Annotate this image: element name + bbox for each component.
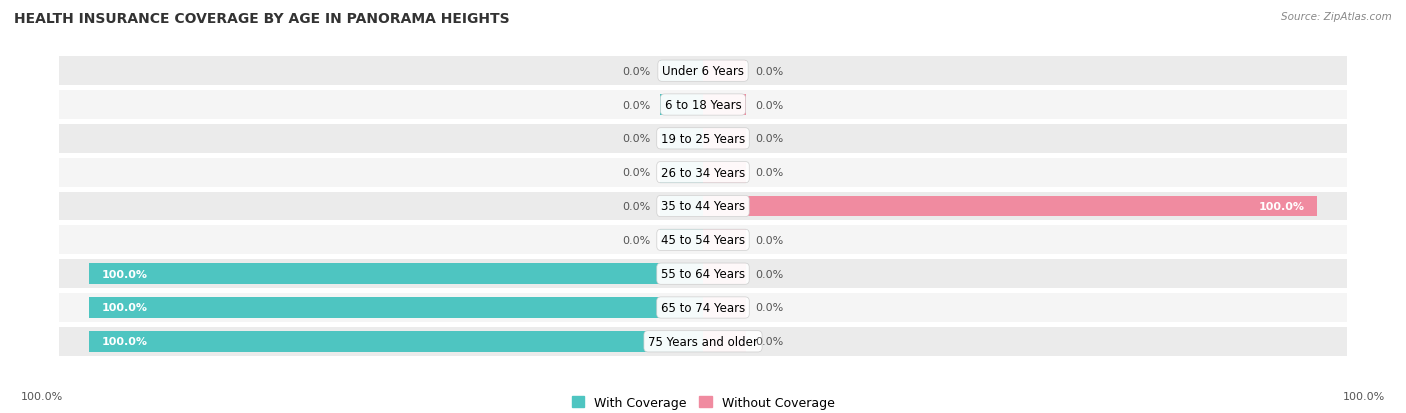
Bar [703, 196, 1316, 217]
Legend: With Coverage, Without Coverage: With Coverage, Without Coverage [567, 391, 839, 413]
Text: 75 Years and older: 75 Years and older [648, 335, 758, 348]
Text: 35 to 44 Years: 35 to 44 Years [661, 200, 745, 213]
Text: 0.0%: 0.0% [623, 100, 651, 110]
Bar [659, 162, 703, 183]
Bar [90, 331, 703, 352]
Text: 0.0%: 0.0% [755, 100, 783, 110]
Text: 26 to 34 Years: 26 to 34 Years [661, 166, 745, 179]
Text: 0.0%: 0.0% [755, 134, 783, 144]
Text: 0.0%: 0.0% [755, 269, 783, 279]
Bar [59, 125, 1347, 153]
Text: Source: ZipAtlas.com: Source: ZipAtlas.com [1281, 12, 1392, 22]
Bar [90, 263, 703, 285]
Text: 19 to 25 Years: 19 to 25 Years [661, 133, 745, 145]
Text: Under 6 Years: Under 6 Years [662, 65, 744, 78]
Bar [659, 128, 703, 150]
Bar [59, 327, 1347, 356]
Text: 100.0%: 100.0% [101, 269, 148, 279]
Text: 100.0%: 100.0% [21, 391, 63, 401]
Text: 0.0%: 0.0% [755, 337, 783, 347]
Bar [59, 226, 1347, 254]
Text: 0.0%: 0.0% [755, 235, 783, 245]
Bar [59, 57, 1347, 86]
Text: 0.0%: 0.0% [623, 134, 651, 144]
Bar [90, 297, 703, 318]
Text: 100.0%: 100.0% [1343, 391, 1385, 401]
Text: 0.0%: 0.0% [755, 168, 783, 178]
Bar [659, 196, 703, 217]
Text: 0.0%: 0.0% [623, 66, 651, 76]
Text: 6 to 18 Years: 6 to 18 Years [665, 99, 741, 112]
Bar [703, 95, 747, 116]
Bar [659, 61, 703, 82]
Bar [659, 230, 703, 251]
Bar [703, 128, 747, 150]
Text: HEALTH INSURANCE COVERAGE BY AGE IN PANORAMA HEIGHTS: HEALTH INSURANCE COVERAGE BY AGE IN PANO… [14, 12, 510, 26]
Text: 100.0%: 100.0% [101, 303, 148, 313]
Bar [59, 91, 1347, 120]
Bar [59, 260, 1347, 288]
Bar [703, 331, 747, 352]
Bar [703, 263, 747, 285]
Text: 65 to 74 Years: 65 to 74 Years [661, 301, 745, 314]
Bar [703, 297, 747, 318]
Bar [59, 293, 1347, 322]
Bar [703, 162, 747, 183]
Text: 45 to 54 Years: 45 to 54 Years [661, 234, 745, 247]
Text: 100.0%: 100.0% [1258, 202, 1305, 211]
Bar [659, 95, 703, 116]
Bar [59, 192, 1347, 221]
Text: 55 to 64 Years: 55 to 64 Years [661, 268, 745, 280]
Text: 0.0%: 0.0% [623, 202, 651, 211]
Bar [703, 61, 747, 82]
Bar [703, 230, 747, 251]
Text: 0.0%: 0.0% [755, 66, 783, 76]
Text: 0.0%: 0.0% [755, 303, 783, 313]
Text: 0.0%: 0.0% [623, 235, 651, 245]
Text: 0.0%: 0.0% [623, 168, 651, 178]
Text: 100.0%: 100.0% [101, 337, 148, 347]
Bar [59, 159, 1347, 187]
